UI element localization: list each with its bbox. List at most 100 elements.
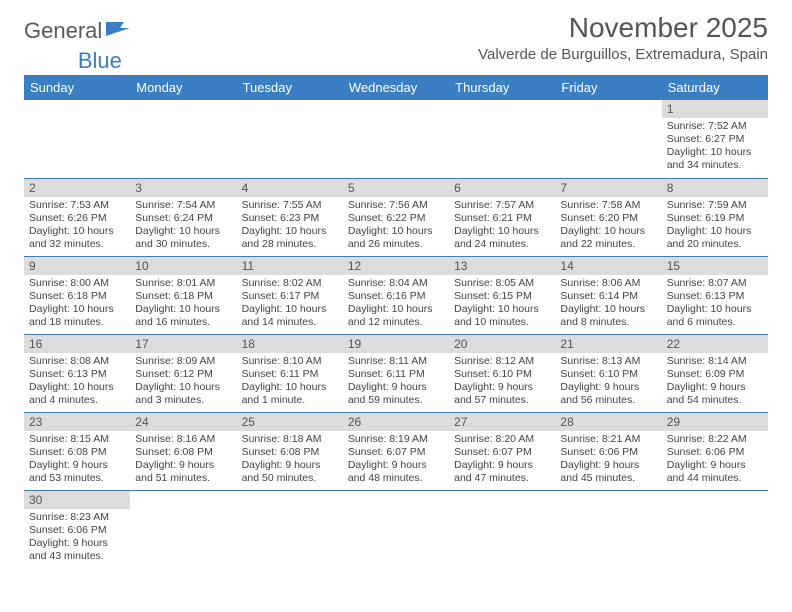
sunset-text: Sunset: 6:21 PM bbox=[454, 212, 550, 225]
calendar-cell bbox=[130, 100, 236, 178]
daylight-text: Daylight: 9 hours and 57 minutes. bbox=[454, 381, 550, 407]
day-number: 15 bbox=[662, 257, 768, 275]
calendar-body: 1Sunrise: 7:52 AMSunset: 6:27 PMDaylight… bbox=[24, 100, 768, 568]
calendar-cell bbox=[449, 490, 555, 568]
sunrise-text: Sunrise: 8:05 AM bbox=[454, 277, 550, 290]
day-details: Sunrise: 8:16 AMSunset: 6:08 PMDaylight:… bbox=[130, 431, 236, 490]
day-number: 30 bbox=[24, 491, 130, 509]
calendar-cell: 10Sunrise: 8:01 AMSunset: 6:18 PMDayligh… bbox=[130, 256, 236, 334]
sunset-text: Sunset: 6:26 PM bbox=[29, 212, 125, 225]
daylight-text: Daylight: 10 hours and 12 minutes. bbox=[348, 303, 444, 329]
sunrise-text: Sunrise: 8:21 AM bbox=[560, 433, 656, 446]
daylight-text: Daylight: 9 hours and 43 minutes. bbox=[29, 537, 125, 563]
sunrise-text: Sunrise: 8:06 AM bbox=[560, 277, 656, 290]
day-details: Sunrise: 8:13 AMSunset: 6:10 PMDaylight:… bbox=[555, 353, 661, 412]
calendar-cell: 9Sunrise: 8:00 AMSunset: 6:18 PMDaylight… bbox=[24, 256, 130, 334]
calendar-cell: 2Sunrise: 7:53 AMSunset: 6:26 PMDaylight… bbox=[24, 178, 130, 256]
day-details: Sunrise: 8:14 AMSunset: 6:09 PMDaylight:… bbox=[662, 353, 768, 412]
sunrise-text: Sunrise: 7:59 AM bbox=[667, 199, 763, 212]
daylight-text: Daylight: 10 hours and 1 minute. bbox=[242, 381, 338, 407]
calendar-table: SundayMondayTuesdayWednesdayThursdayFrid… bbox=[24, 75, 768, 568]
sunrise-text: Sunrise: 8:00 AM bbox=[29, 277, 125, 290]
day-details: Sunrise: 7:52 AMSunset: 6:27 PMDaylight:… bbox=[662, 118, 768, 177]
month-title: November 2025 bbox=[478, 12, 768, 44]
day-details: Sunrise: 8:07 AMSunset: 6:13 PMDaylight:… bbox=[662, 275, 768, 334]
calendar-cell: 3Sunrise: 7:54 AMSunset: 6:24 PMDaylight… bbox=[130, 178, 236, 256]
sunset-text: Sunset: 6:10 PM bbox=[560, 368, 656, 381]
daylight-text: Daylight: 9 hours and 54 minutes. bbox=[667, 381, 763, 407]
calendar-cell: 27Sunrise: 8:20 AMSunset: 6:07 PMDayligh… bbox=[449, 412, 555, 490]
day-number: 29 bbox=[662, 413, 768, 431]
calendar-row: 23Sunrise: 8:15 AMSunset: 6:08 PMDayligh… bbox=[24, 412, 768, 490]
day-details: Sunrise: 7:56 AMSunset: 6:22 PMDaylight:… bbox=[343, 197, 449, 256]
sunrise-text: Sunrise: 8:09 AM bbox=[135, 355, 231, 368]
daylight-text: Daylight: 10 hours and 20 minutes. bbox=[667, 225, 763, 251]
logo-line2: GeneBlue bbox=[24, 48, 122, 74]
daylight-text: Daylight: 10 hours and 4 minutes. bbox=[29, 381, 125, 407]
day-number: 1 bbox=[662, 100, 768, 118]
calendar-row: 16Sunrise: 8:08 AMSunset: 6:13 PMDayligh… bbox=[24, 334, 768, 412]
daylight-text: Daylight: 9 hours and 45 minutes. bbox=[560, 459, 656, 485]
daylight-text: Daylight: 10 hours and 3 minutes. bbox=[135, 381, 231, 407]
daylight-text: Daylight: 10 hours and 18 minutes. bbox=[29, 303, 125, 329]
calendar-cell: 13Sunrise: 8:05 AMSunset: 6:15 PMDayligh… bbox=[449, 256, 555, 334]
calendar-cell bbox=[237, 100, 343, 178]
sunrise-text: Sunrise: 8:10 AM bbox=[242, 355, 338, 368]
sunrise-text: Sunrise: 8:13 AM bbox=[560, 355, 656, 368]
sunset-text: Sunset: 6:08 PM bbox=[135, 446, 231, 459]
day-details: Sunrise: 8:05 AMSunset: 6:15 PMDaylight:… bbox=[449, 275, 555, 334]
day-details: Sunrise: 7:58 AMSunset: 6:20 PMDaylight:… bbox=[555, 197, 661, 256]
weekday-head: Tuesday bbox=[237, 75, 343, 100]
sunrise-text: Sunrise: 7:57 AM bbox=[454, 199, 550, 212]
calendar-cell: 14Sunrise: 8:06 AMSunset: 6:14 PMDayligh… bbox=[555, 256, 661, 334]
calendar-cell: 7Sunrise: 7:58 AMSunset: 6:20 PMDaylight… bbox=[555, 178, 661, 256]
sunset-text: Sunset: 6:09 PM bbox=[667, 368, 763, 381]
day-number: 20 bbox=[449, 335, 555, 353]
calendar-row: 9Sunrise: 8:00 AMSunset: 6:18 PMDaylight… bbox=[24, 256, 768, 334]
calendar-cell: 23Sunrise: 8:15 AMSunset: 6:08 PMDayligh… bbox=[24, 412, 130, 490]
sunset-text: Sunset: 6:13 PM bbox=[667, 290, 763, 303]
calendar-head: SundayMondayTuesdayWednesdayThursdayFrid… bbox=[24, 75, 768, 100]
day-number: 14 bbox=[555, 257, 661, 275]
calendar-row: 30Sunrise: 8:23 AMSunset: 6:06 PMDayligh… bbox=[24, 490, 768, 568]
day-details: Sunrise: 7:54 AMSunset: 6:24 PMDaylight:… bbox=[130, 197, 236, 256]
day-number: 11 bbox=[237, 257, 343, 275]
sunrise-text: Sunrise: 7:55 AM bbox=[242, 199, 338, 212]
sunset-text: Sunset: 6:07 PM bbox=[348, 446, 444, 459]
sunset-text: Sunset: 6:11 PM bbox=[348, 368, 444, 381]
sunset-text: Sunset: 6:06 PM bbox=[29, 524, 125, 537]
day-number: 21 bbox=[555, 335, 661, 353]
calendar-cell bbox=[343, 490, 449, 568]
day-number: 7 bbox=[555, 179, 661, 197]
calendar-cell bbox=[343, 100, 449, 178]
daylight-text: Daylight: 10 hours and 14 minutes. bbox=[242, 303, 338, 329]
sunrise-text: Sunrise: 8:16 AM bbox=[135, 433, 231, 446]
day-number: 6 bbox=[449, 179, 555, 197]
day-number: 12 bbox=[343, 257, 449, 275]
sunrise-text: Sunrise: 8:11 AM bbox=[348, 355, 444, 368]
sunrise-text: Sunrise: 8:18 AM bbox=[242, 433, 338, 446]
calendar-cell bbox=[662, 490, 768, 568]
day-number: 13 bbox=[449, 257, 555, 275]
flag-icon bbox=[106, 18, 132, 44]
sunrise-text: Sunrise: 7:56 AM bbox=[348, 199, 444, 212]
calendar-cell: 22Sunrise: 8:14 AMSunset: 6:09 PMDayligh… bbox=[662, 334, 768, 412]
day-details: Sunrise: 8:12 AMSunset: 6:10 PMDaylight:… bbox=[449, 353, 555, 412]
calendar-cell: 8Sunrise: 7:59 AMSunset: 6:19 PMDaylight… bbox=[662, 178, 768, 256]
sunrise-text: Sunrise: 8:01 AM bbox=[135, 277, 231, 290]
daylight-text: Daylight: 10 hours and 10 minutes. bbox=[454, 303, 550, 329]
calendar-cell: 17Sunrise: 8:09 AMSunset: 6:12 PMDayligh… bbox=[130, 334, 236, 412]
sunset-text: Sunset: 6:27 PM bbox=[667, 133, 763, 146]
sunrise-text: Sunrise: 7:53 AM bbox=[29, 199, 125, 212]
sunrise-text: Sunrise: 7:58 AM bbox=[560, 199, 656, 212]
day-number: 24 bbox=[130, 413, 236, 431]
header: General November 2025 Valverde de Burgui… bbox=[24, 12, 768, 67]
calendar-cell bbox=[130, 490, 236, 568]
day-details: Sunrise: 8:11 AMSunset: 6:11 PMDaylight:… bbox=[343, 353, 449, 412]
sunset-text: Sunset: 6:06 PM bbox=[560, 446, 656, 459]
sunset-text: Sunset: 6:23 PM bbox=[242, 212, 338, 225]
sunset-text: Sunset: 6:19 PM bbox=[667, 212, 763, 225]
weekday-head: Thursday bbox=[449, 75, 555, 100]
sunrise-text: Sunrise: 8:20 AM bbox=[454, 433, 550, 446]
day-number: 5 bbox=[343, 179, 449, 197]
